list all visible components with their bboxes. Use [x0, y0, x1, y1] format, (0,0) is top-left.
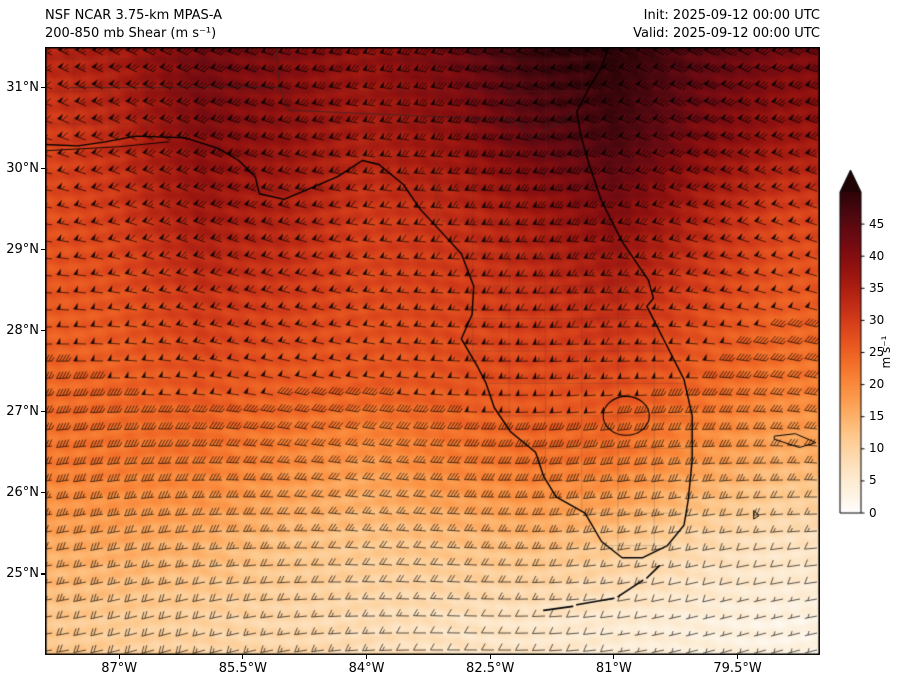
- x-axis-tick-mark: [489, 655, 491, 659]
- init-time-label: Init: 2025-09-12 00:00 UTC: [643, 8, 820, 23]
- y-axis-tick-label: 27°N: [6, 403, 39, 419]
- y-axis-tick-mark: [41, 573, 45, 575]
- x-axis-tick-label: 81°W: [595, 661, 632, 676]
- y-axis-tick-mark: [41, 492, 45, 494]
- colorbar-unit-label: m s⁻¹: [879, 335, 893, 369]
- colorbar-tick-label: 25: [869, 345, 885, 359]
- x-axis-tick-label: 85.5°W: [218, 661, 268, 676]
- x-axis-tick-label: 84°W: [348, 661, 385, 676]
- x-axis-tick-label: 79.5°W: [713, 661, 762, 676]
- map-canvas: [45, 47, 820, 655]
- y-axis-tick-mark: [41, 249, 45, 251]
- y-axis-tick-mark: [41, 86, 45, 89]
- colorbar-tick-label: 30: [869, 312, 885, 327]
- y-axis-tick-label: 28°N: [6, 322, 39, 338]
- colorbar-tick-label: 0: [869, 505, 877, 520]
- colorbar-canvas: [832, 158, 896, 530]
- x-axis-tick-label: 87°W: [101, 661, 138, 676]
- y-axis-tick-label: 25°N: [6, 565, 39, 581]
- y-axis-tick-label: 26°N: [6, 484, 39, 500]
- x-axis-tick-mark: [736, 655, 739, 659]
- y-axis-tick-label: 30°N: [6, 160, 39, 176]
- valid-time-label: Valid: 2025-09-12 00:00 UTC: [633, 26, 820, 41]
- y-axis-tick-label: 29°N: [6, 241, 39, 257]
- colorbar-tick-label: 40: [869, 248, 885, 263]
- x-axis-tick-label: 82.5°W: [466, 661, 515, 676]
- y-axis-tick-mark: [41, 411, 45, 413]
- colorbar-tick-label: 10: [869, 441, 885, 456]
- colorbar-tick-label: 45: [869, 216, 885, 231]
- x-axis-tick-mark: [365, 655, 368, 659]
- colorbar-tick-label: 5: [869, 473, 877, 488]
- y-axis-tick-mark: [41, 330, 45, 332]
- colorbar-tick-label: 15: [869, 409, 885, 424]
- x-axis-tick-mark: [613, 655, 615, 659]
- plot-title: NSF NCAR 3.75-km MPAS-A: [45, 8, 223, 23]
- y-axis-tick-label: 31°N: [6, 79, 39, 95]
- plot-subtitle: 200-850 mb Shear (m s⁻¹): [45, 26, 217, 41]
- x-axis-tick-mark: [118, 655, 120, 659]
- y-axis-tick-mark: [41, 168, 45, 170]
- colorbar-tick-label: 35: [869, 280, 885, 295]
- colorbar-tick-label: 20: [869, 377, 885, 392]
- x-axis-tick-mark: [242, 655, 244, 659]
